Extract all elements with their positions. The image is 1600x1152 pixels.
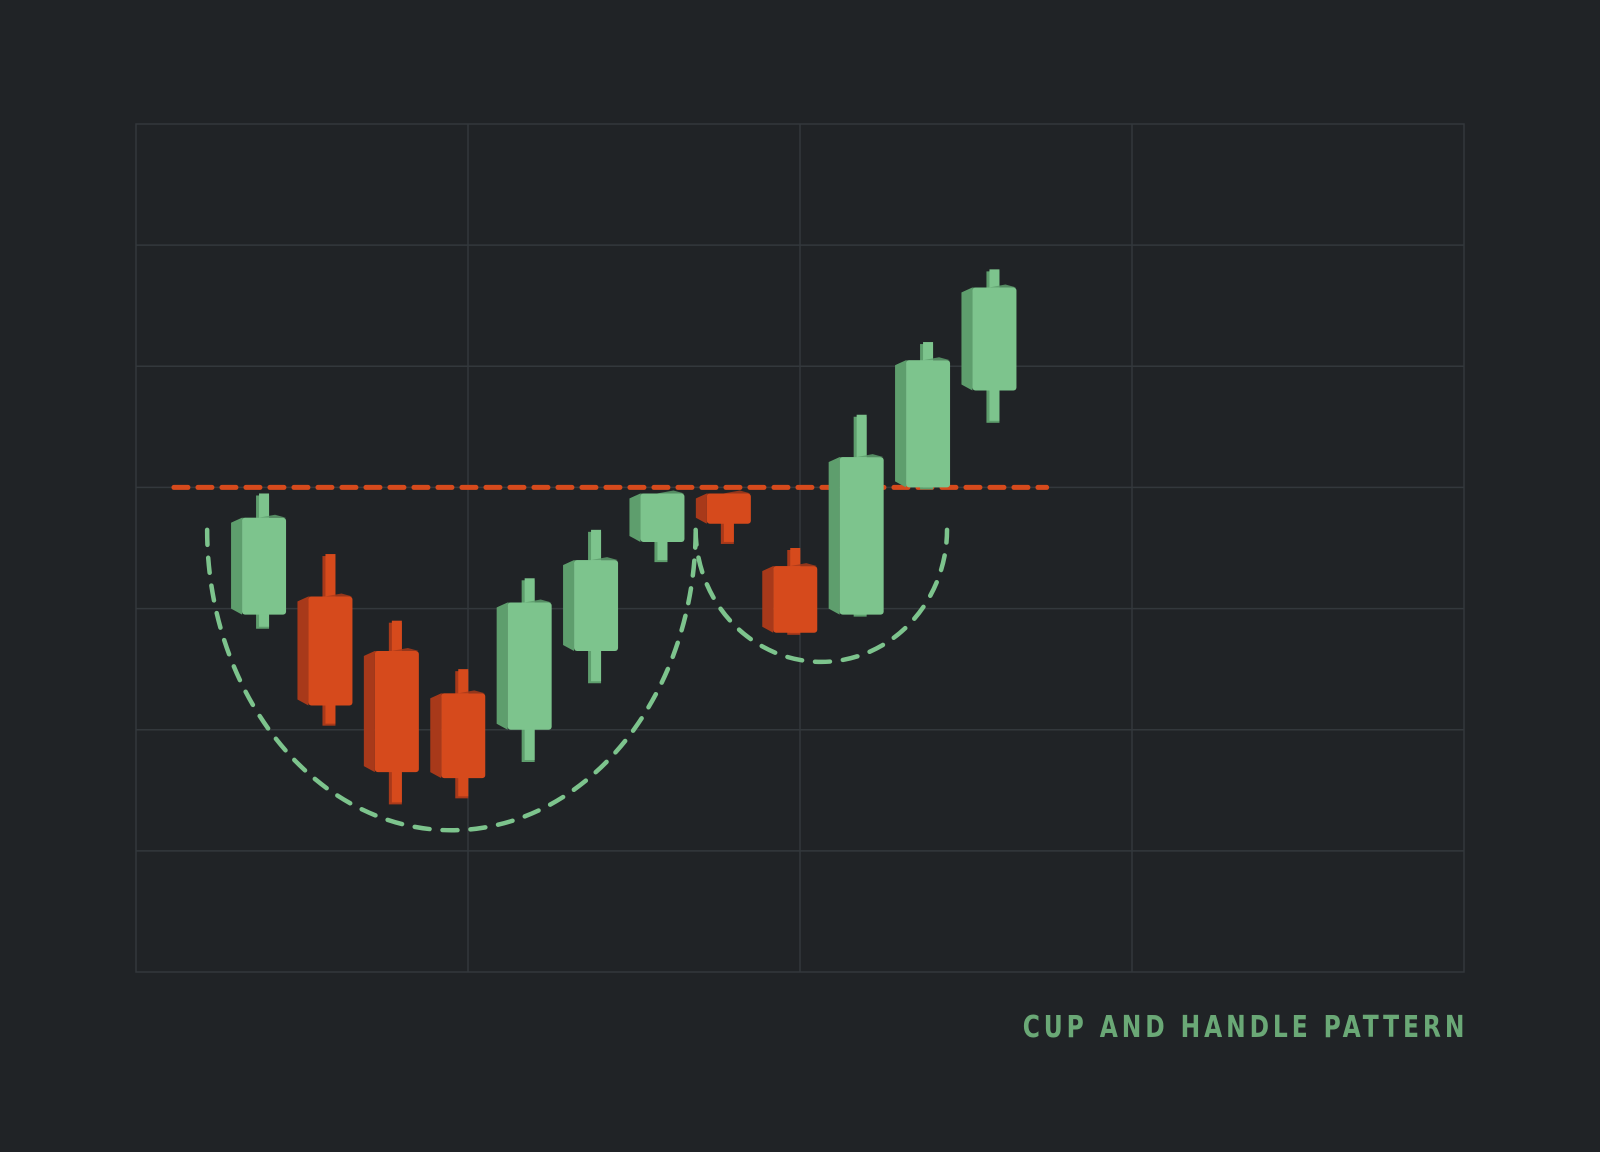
candle-body <box>640 493 685 542</box>
bullish-candle <box>828 414 884 617</box>
bullish-candle <box>496 578 552 762</box>
candle-body <box>839 457 884 615</box>
cup-curve <box>204 527 698 833</box>
candle-body <box>906 360 951 488</box>
candle-body-top <box>762 563 818 572</box>
candle-body <box>972 287 1017 391</box>
candle-body-top <box>629 490 685 499</box>
pattern-curves <box>204 527 950 833</box>
candle-body-side <box>828 457 840 615</box>
chart-title: CUP AND HANDLE PATTERN <box>1022 1010 1468 1045</box>
candle-body-side <box>496 602 508 730</box>
bullish-candle <box>895 342 951 490</box>
candle-body <box>574 560 619 651</box>
candle-body <box>706 493 751 524</box>
candle-body-side <box>297 596 309 706</box>
bearish-candle <box>762 548 818 635</box>
candle-body-top <box>828 454 884 463</box>
bullish-candle <box>563 529 619 684</box>
bearish-candle <box>430 669 486 799</box>
candle-body <box>441 693 486 779</box>
candle-body-top <box>430 690 486 699</box>
candle-body <box>773 566 818 633</box>
candle-body-top <box>363 647 419 656</box>
candle-body-side <box>961 287 973 391</box>
candle-body-top <box>496 599 552 608</box>
bearish-candle <box>297 554 353 726</box>
candle-body-top <box>961 284 1017 293</box>
candle-body <box>242 517 287 615</box>
candle-body-side <box>895 360 907 488</box>
handle-curve <box>693 527 950 665</box>
candle-body-side <box>231 517 243 615</box>
bearish-candle <box>363 620 419 805</box>
candle-body-top <box>895 357 951 366</box>
candle-body-top <box>231 514 287 523</box>
candle-body-side <box>762 566 774 633</box>
candle-body-top <box>563 557 619 566</box>
candle-body-top <box>297 593 353 602</box>
chart-grid <box>135 123 1465 973</box>
candles <box>231 269 1017 805</box>
bullish-candle <box>629 490 685 563</box>
bullish-candle <box>231 493 287 629</box>
candle-body <box>308 596 353 706</box>
bearish-candle <box>695 490 751 544</box>
candle-body-side <box>363 650 375 773</box>
candle-body-side <box>629 493 641 542</box>
candle-body-side <box>563 560 575 651</box>
bullish-candle <box>961 269 1017 423</box>
candle-body <box>507 602 552 730</box>
candle-body-side <box>430 693 442 779</box>
candle-body-top <box>695 490 751 499</box>
candle-body <box>374 650 419 773</box>
candle-body-side <box>695 493 707 524</box>
